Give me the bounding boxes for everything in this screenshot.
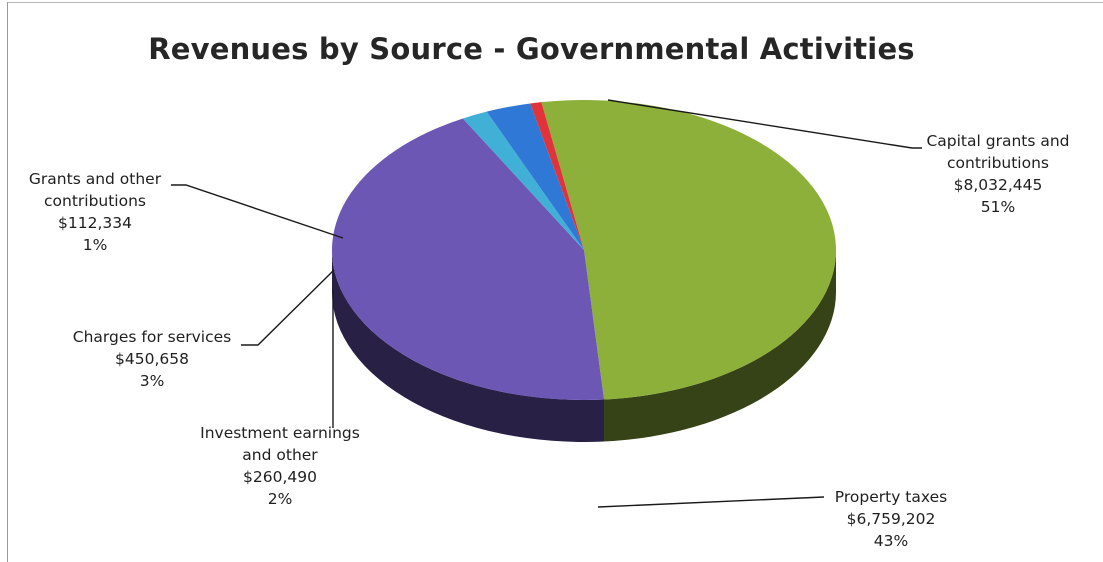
pie-slice-capital-grants-and-contributions	[541, 100, 836, 400]
label-amount: $8,032,445	[953, 176, 1043, 194]
frame-border-top	[8, 2, 1103, 3]
pie-slice-investment-earnings-and-other	[462, 111, 584, 251]
label-name: Capital grants and	[926, 132, 1070, 150]
leader-line-grants	[171, 184, 344, 239]
label-name: Property taxes	[834, 488, 948, 506]
label-name-cont: and other	[242, 446, 318, 464]
label-percent: 43%	[873, 532, 909, 550]
label-name: Investment earnings	[200, 424, 360, 442]
pie-slice-property-taxes	[332, 118, 605, 400]
leader-line-capital	[607, 99, 922, 149]
label-amount: $6,759,202	[846, 510, 936, 528]
frame-border-left	[7, 2, 8, 562]
label-name-cont: contributions	[43, 192, 146, 210]
pie-side-property-taxes	[332, 250, 605, 442]
label-name: Grants and other	[28, 170, 162, 188]
slice-label-grants: Grants and other contributions $112,334 …	[10, 168, 180, 256]
chart-title: Revenues by Source - Governmental Activi…	[148, 32, 915, 66]
label-amount: $112,334	[58, 214, 132, 232]
slice-label-charges: Charges for services $450,658 3%	[62, 326, 242, 392]
leader-line-charges	[241, 269, 335, 346]
label-name-cont: contributions	[946, 154, 1049, 172]
slice-label-investment: Investment earnings and other $260,490 2…	[195, 422, 365, 510]
slice-label-property: Property taxes $6,759,202 43%	[816, 486, 966, 552]
leader-line-property	[597, 496, 825, 508]
label-percent: 51%	[980, 198, 1016, 216]
label-percent: 3%	[139, 372, 165, 390]
pie-slice-grants-and-other-contributions	[530, 102, 584, 250]
pie-slice-charges-for-services	[486, 103, 584, 251]
slice-label-capital: Capital grants and contributions $8,032,…	[918, 130, 1078, 218]
label-amount: $260,490	[243, 468, 317, 486]
label-name: Charges for services	[72, 328, 232, 346]
label-percent: 1%	[82, 236, 108, 254]
pie-side-capital-grants-and-contributions	[604, 250, 837, 442]
label-amount: $450,658	[115, 350, 189, 368]
label-percent: 2%	[267, 490, 293, 508]
